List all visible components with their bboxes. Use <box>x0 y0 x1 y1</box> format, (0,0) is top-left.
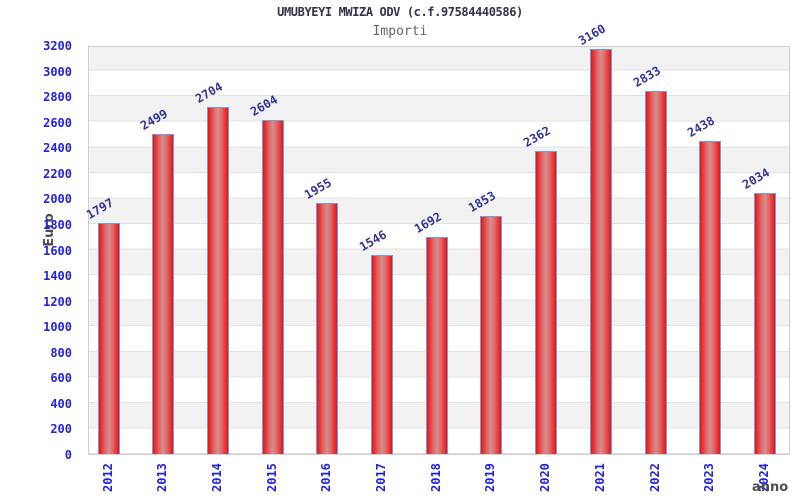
bar-2023 <box>699 141 722 454</box>
x-tick-label: 2016 <box>319 463 334 492</box>
plot-area <box>88 46 790 455</box>
y-tick-label: 800 <box>50 345 72 360</box>
bar-2020 <box>535 151 558 454</box>
x-tick-label: 2023 <box>702 463 717 492</box>
y-tick-label: 1200 <box>43 294 72 309</box>
bar-2018 <box>425 236 448 454</box>
bar-2021 <box>589 49 612 454</box>
bar-2014 <box>206 107 229 454</box>
y-tick-label: 2000 <box>43 192 72 207</box>
y-tick-label: 2400 <box>43 141 72 156</box>
y-tick-label: 1400 <box>43 269 72 284</box>
x-tick-label: 2020 <box>538 463 553 492</box>
bar-2016 <box>316 203 339 454</box>
x-tick-label: 2018 <box>428 463 443 492</box>
bar-2015 <box>261 120 284 454</box>
chart-title: UMUBYEYI MWIZA ODV (c.f.97584440586) <box>277 5 523 19</box>
x-tick-label: 2022 <box>647 463 662 492</box>
bar-2024 <box>753 193 776 454</box>
bar-2013 <box>152 133 175 454</box>
x-tick-label: 2021 <box>592 463 607 492</box>
bar-2012 <box>97 223 120 454</box>
x-tick-label: 2014 <box>209 463 224 492</box>
y-tick-label: 1000 <box>43 320 72 335</box>
bar-2017 <box>371 255 393 454</box>
x-tick-label: 2012 <box>100 463 115 492</box>
y-tick-label: 2600 <box>43 115 72 130</box>
bar-2019 <box>480 216 503 454</box>
x-tick-label: 2015 <box>264 463 279 492</box>
y-tick-label: 2800 <box>43 90 72 105</box>
y-tick-label: 1600 <box>43 243 72 258</box>
y-tick-label: 600 <box>50 371 72 386</box>
y-tick-label: 0 <box>64 448 72 462</box>
y-tick-label: 400 <box>50 396 72 411</box>
x-tick-label: 2017 <box>374 463 388 492</box>
y-tick-label: 3000 <box>43 64 72 79</box>
x-tick-label: 2013 <box>155 463 170 492</box>
y-tick-label: 1800 <box>43 217 72 232</box>
y-tick-label: 2200 <box>43 166 72 181</box>
y-tick-label: 200 <box>50 422 72 437</box>
x-axis-title: anno <box>752 480 789 495</box>
bar-2022 <box>644 90 667 454</box>
y-tick-label: 3200 <box>43 39 72 53</box>
x-tick-label: 2019 <box>483 463 498 492</box>
chart-subtitle: Importi <box>372 24 428 39</box>
